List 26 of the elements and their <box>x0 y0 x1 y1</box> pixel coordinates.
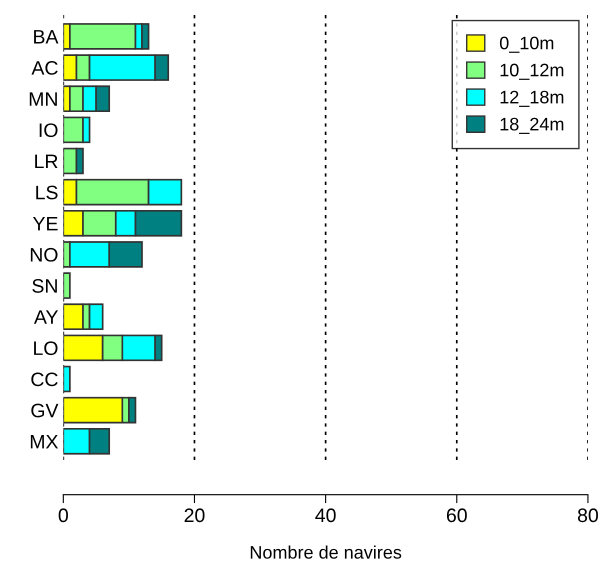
legend-label: 18_24m <box>500 118 564 134</box>
y-tick-label: LR <box>35 154 58 168</box>
legend-label: 12_18m <box>500 90 564 107</box>
x-axis-title: Nombre de navires <box>250 545 402 559</box>
y-tick-label: NO <box>30 248 58 262</box>
y-tick-label: YE <box>32 216 58 230</box>
legend-label: 10_12m <box>500 64 564 80</box>
y-tick-label: CC <box>31 372 58 386</box>
x-tick-label: 20 <box>184 508 205 522</box>
y-tick-label: MX <box>30 434 58 448</box>
x-tick-label: 60 <box>446 508 467 522</box>
y-tick-label: BA <box>34 30 58 44</box>
legend-label: 0_10m <box>500 36 554 53</box>
x-tick-label: 80 <box>578 508 598 522</box>
y-tick-label: AY <box>34 310 58 324</box>
y-tick-label: LS <box>36 186 58 200</box>
y-tick-label: IO <box>40 123 58 138</box>
y-tick-label: AC <box>31 61 58 75</box>
y-tick-label: MN <box>30 92 57 106</box>
x-tick-label: 0 <box>58 508 68 522</box>
bar <box>63 272 71 299</box>
x-tick-label: 40 <box>315 508 336 522</box>
bar <box>63 366 71 392</box>
y-tick-label: GV <box>31 404 58 418</box>
y-tick-label: LO <box>34 341 58 356</box>
y-tick-label: SN <box>32 279 57 293</box>
